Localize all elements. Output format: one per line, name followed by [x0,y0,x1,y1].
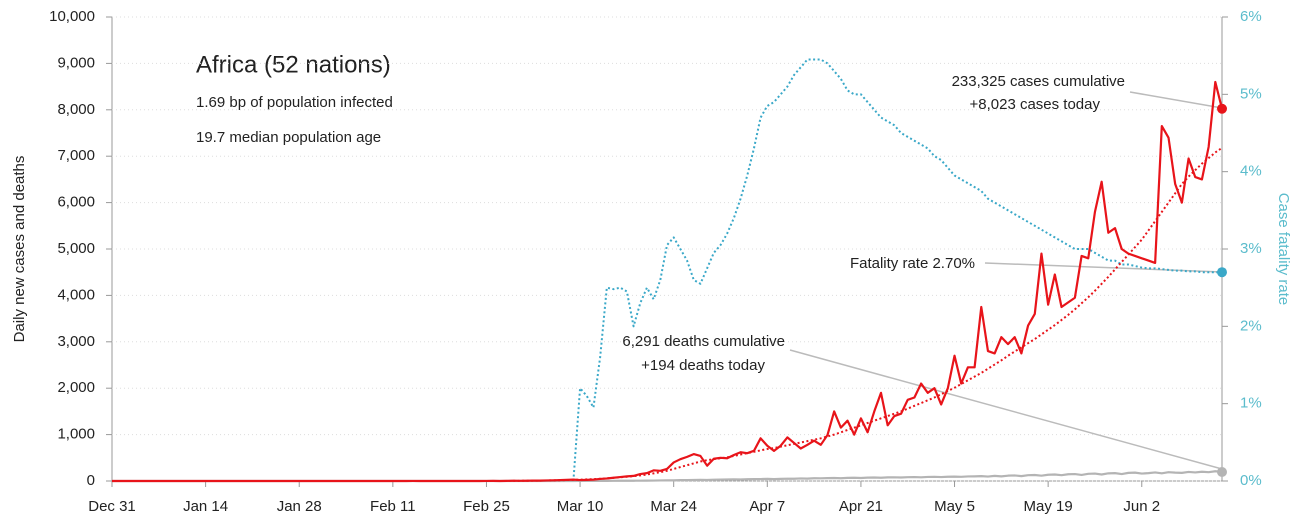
leader-line [1129,91,1223,109]
x-tick-label: Feb 11 [370,498,416,515]
y-tick-label: 7,000 [57,147,95,164]
y-tick-label: 4,000 [57,286,95,303]
x-tick-label: Mar 10 [557,498,604,515]
end-marker [1217,466,1227,477]
chart-title: Africa (52 nations) [196,51,391,78]
end-marker [1217,103,1227,114]
y-tick-label: 5,000 [57,240,95,257]
series-line [112,80,1224,483]
y-tick-label: 1,000 [57,426,95,443]
annotation: +8,023 cases today [969,96,1100,113]
x-tick-label: Jan 14 [183,498,228,515]
x-tick-label: Dec 31 [88,498,136,515]
y2-axis-label: Case fatality rate [1275,193,1292,306]
y2-tick-label: 3% [1240,240,1262,257]
y-tick-label: 3,000 [57,333,95,350]
annotation: Fatality rate 2.70% [850,255,975,272]
y-tick-label: 0 [87,472,95,489]
y2-tick-label: 4% [1240,163,1262,180]
y-tick-label: 9,000 [57,54,95,71]
y2-tick-label: 2% [1240,317,1262,334]
y-tick-label: 10,000 [49,8,95,25]
y-tick-label: 2,000 [57,379,95,396]
y-tick-label: 8,000 [57,101,95,118]
annotation: 6,291 deaths cumulative [622,333,785,350]
x-tick-label: May 19 [1024,498,1073,515]
leader-line [789,349,1223,470]
y2-tick-label: 5% [1240,85,1262,102]
x-tick-label: Jan 28 [277,498,322,515]
y-tick-label: 6,000 [57,194,95,211]
subtitle: 1.69 bp of population infected [196,94,393,111]
leader-line [984,262,1223,273]
x-tick-label: Mar 24 [650,498,697,515]
series-line [112,470,1223,483]
end-marker [1217,267,1227,278]
subtitle: 19.7 median population age [196,129,381,146]
y2-tick-label: 0% [1240,472,1262,489]
y2-tick-label: 1% [1240,395,1262,412]
x-tick-label: Apr 21 [839,498,883,515]
y-axis-label: Daily new cases and deaths [11,156,28,343]
x-tick-label: May 5 [934,498,975,515]
annotation: 233,325 cases cumulative [952,73,1125,90]
x-tick-label: Jun 2 [1123,498,1160,515]
x-tick-label: Feb 25 [463,498,510,515]
y2-tick-label: 6% [1240,8,1262,25]
annotation: +194 deaths today [641,357,765,374]
x-tick-label: Apr 7 [749,498,785,515]
